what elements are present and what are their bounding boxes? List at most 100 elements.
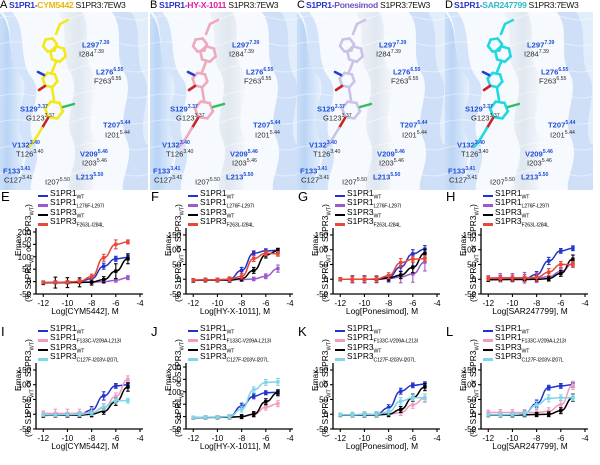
residue-name: C127 <box>449 175 468 185</box>
y-label-sub-wt1: WT <box>29 389 36 398</box>
x-tick-label: -4 <box>136 434 144 443</box>
residue-name: T126 <box>166 149 184 159</box>
data-point <box>411 252 415 256</box>
y-tick-label: -50 <box>316 290 328 299</box>
residue-label: G1233.37 <box>176 113 205 122</box>
residue-name: T207 <box>253 120 271 130</box>
y-label-sub-wt2: WT <box>474 206 481 216</box>
residue-bw-number: 3.37 <box>489 113 500 119</box>
residue-label: I2075.50 <box>195 177 220 186</box>
legend-label-subscript: WT <box>76 213 85 220</box>
legend-item: S1PR1F133C-V209A-L213I <box>335 332 418 346</box>
legend-label-base: S1PR3 <box>495 216 522 227</box>
legend-label-subscript: WT <box>373 194 382 201</box>
y-label-sub-wt1: WT <box>179 254 186 263</box>
legend-label-base: S1PR1 <box>50 197 77 208</box>
residue-bw-number: 5.50 <box>209 177 220 183</box>
residue-bw-number: 5.50 <box>390 172 401 178</box>
residue-label: I2035.46 <box>527 158 552 167</box>
y-label-sub-wt2: WT <box>179 206 186 216</box>
residue-name: L213 <box>521 172 539 182</box>
x-tick-label: -10 <box>212 299 224 308</box>
chart-legend: S1PR1WT S1PR1L276F-L297I S1PR3WT S1PR3F263L… <box>188 188 254 230</box>
series-line <box>340 383 425 416</box>
data-point <box>547 412 551 416</box>
data-point <box>423 251 427 255</box>
x-tick-label: -10 <box>359 434 371 443</box>
x-tick-label: -4 <box>286 434 294 443</box>
legend-label-subscript: F263L-I284L <box>76 223 104 230</box>
data-point <box>571 262 575 267</box>
residue-name: L276 <box>96 67 114 77</box>
y-tick-label: 150 <box>315 231 329 240</box>
legend-item: S1PR3C127F-I203V-I207L <box>335 352 418 365</box>
residue-name: G123 <box>26 113 45 123</box>
legend-label-base: S1PR1 <box>347 332 374 343</box>
residue-label: F2636.55 <box>244 76 271 85</box>
residue-name: I284 <box>79 49 94 59</box>
data-point <box>276 391 280 395</box>
legend-label-subscript: F263L-I284L <box>226 223 254 230</box>
y-tick-label: -50 <box>464 290 476 299</box>
data-point <box>252 256 256 261</box>
data-point <box>571 383 575 388</box>
structure-render-a: L2977.39 I2847.39 L2766.55 F2636.55 S1293.37… <box>0 12 148 190</box>
residue-bw-number: 5.44 <box>564 130 575 136</box>
data-point <box>411 272 415 276</box>
residue-bw-number: 5.46 <box>542 149 553 155</box>
y-tick-label: -50 <box>19 290 31 299</box>
x-tick-label: -12 <box>37 299 49 308</box>
y-label-open: (% S1PR1 <box>173 397 183 437</box>
y-tick-label: 100 <box>18 253 32 262</box>
legend-label-subscript: F263L-I284L <box>521 223 549 230</box>
residue-label: F1333.41 <box>300 166 327 175</box>
legend-item: S1PR1WT <box>483 188 549 201</box>
residue-label: V2095.46 <box>80 149 108 158</box>
residue-label: C1273.41 <box>301 175 329 184</box>
data-point <box>386 406 391 410</box>
x-tick-label: -4 <box>286 299 294 308</box>
structure-title-b: S1PR1-HY-X-1011 S1PR3:7EW3 <box>159 0 298 13</box>
x-tick-label: -4 <box>433 434 441 443</box>
legend-item: S1PR3WT <box>188 342 271 355</box>
residue-label: L2977.39 <box>232 40 260 49</box>
residue-bw-number: 3.37 <box>44 113 55 119</box>
x-axis-title: Log[CYM5442], M <box>51 441 119 451</box>
residue-label: L2135.50 <box>76 172 103 181</box>
residue-bw-number: 5.44 <box>565 120 576 126</box>
legend-swatch <box>188 194 198 197</box>
x-tick-label: -12 <box>334 434 346 443</box>
data-point <box>114 384 118 388</box>
data-point <box>276 252 280 256</box>
data-point <box>126 377 130 382</box>
y-axis-title-normalization: (% S1PR1WT or S1PR3WT) <box>468 204 481 302</box>
residue-name: I207 <box>45 177 60 187</box>
y-label-sub-wt1: WT <box>474 254 481 263</box>
data-point <box>571 396 575 400</box>
data-point <box>239 414 244 419</box>
data-point <box>411 257 415 261</box>
structure-panel-a: A S1PR1-CYM5442 S1PR3:7EW3 L2977.39 I2847.… <box>0 0 148 190</box>
residue-name: I201 <box>550 130 565 140</box>
panel-letter-b: B <box>150 0 158 11</box>
data-point <box>510 412 515 417</box>
legend-label-base: S1PR3 <box>200 206 227 217</box>
x-tick-label: -6 <box>557 434 565 443</box>
data-point <box>399 399 403 403</box>
residue-label: I2075.50 <box>342 177 367 186</box>
data-point <box>338 413 342 417</box>
plot-area: -50 0 50 100 150 -12 -10 -8 -6 -4 <box>18 363 144 443</box>
data-point <box>534 403 539 407</box>
data-point <box>399 407 403 412</box>
residue-label: L2977.39 <box>82 40 109 49</box>
chart-panel-i: I S1PR1WT S1PR1F133C-V209A-L213I S1PR3WT S1P… <box>0 323 150 463</box>
residue-name: L276 <box>541 67 559 77</box>
legend-item: S1PR1L276F-L297I <box>335 197 401 211</box>
legend-label-subscript: WT <box>226 348 235 355</box>
residue-bw-number: 6.55 <box>408 76 419 82</box>
legend-swatch <box>483 213 493 217</box>
residue-bw-number: 7.39 <box>538 49 549 55</box>
legend-label: S1PR3F263L-I284L <box>50 217 104 231</box>
residue-bw-number: 7.39 <box>249 40 260 46</box>
y-label-or: or S1PR3 <box>23 350 33 390</box>
